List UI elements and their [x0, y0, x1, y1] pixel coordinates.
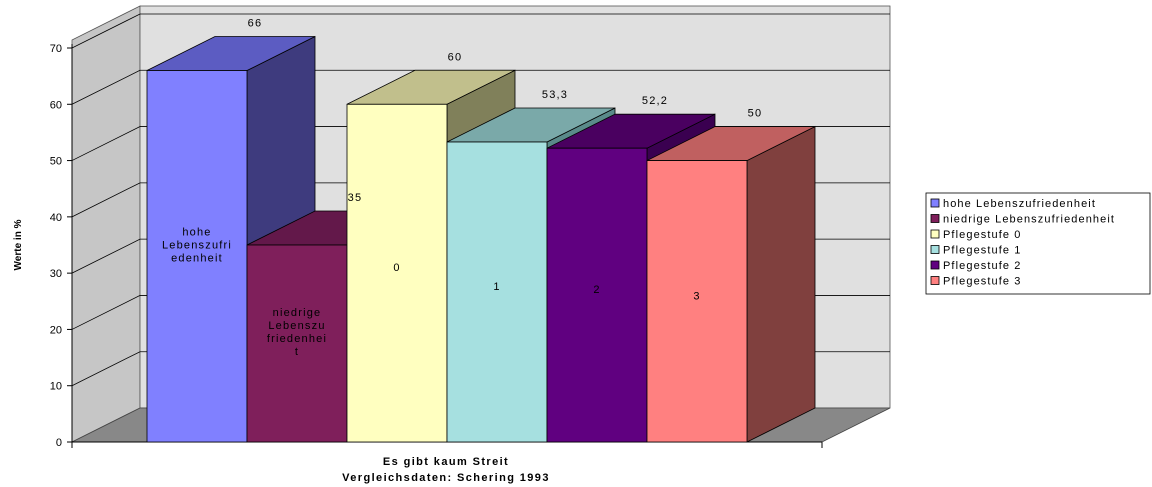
bar-front [246, 244, 348, 443]
y-tick-label: 40 [50, 212, 62, 224]
data-label: 60 [448, 51, 463, 63]
legend-entry: Pflegestufe 0 [943, 229, 1022, 241]
data-label: 52,2 [642, 95, 668, 107]
y-tick-label: 70 [50, 43, 62, 55]
bar-inside-label: t [295, 346, 299, 358]
legend-swatch [930, 198, 940, 208]
x-axis-sublabel: Vergleichsdaten: Schering 1993 [342, 472, 550, 484]
y-tick-label: 60 [50, 99, 62, 111]
legend-swatch [930, 214, 940, 223]
side-wall [71, 5, 141, 443]
legend-box [925, 192, 1151, 295]
bar-front [646, 160, 748, 443]
bar-inside-label: 3 [693, 290, 700, 302]
legend-entry: Pflegestufe 1 [943, 245, 1022, 257]
bar-inside-label: 2 [593, 284, 600, 296]
bar-6 [646, 125, 816, 443]
data-label: 66 [248, 18, 263, 30]
legend-swatch [930, 260, 940, 270]
bar-front [146, 70, 248, 443]
bar-front [546, 147, 648, 443]
data-label: 50 [748, 108, 763, 120]
bar-inside-label: 1 [493, 281, 500, 293]
legend-entry: hohe Lebenszufriedenheit [943, 198, 1096, 210]
y-tick-label: 0 [56, 437, 62, 449]
legend-entry: Pflegestufe 2 [943, 260, 1022, 272]
bar-front [446, 141, 548, 443]
bar-inside-label: edenheit [171, 252, 223, 264]
bar-inside-label: niedrige [273, 307, 322, 319]
bars [146, 35, 816, 443]
bar-side [746, 125, 816, 443]
legend-swatch [930, 245, 940, 254]
bar-inside-label: friedenhei [267, 333, 327, 345]
gridline [71, 69, 890, 105]
bar-inside-label: 0 [393, 262, 400, 274]
x-axis-label: Es gibt kaum Streit [383, 456, 509, 468]
legend: hohe Lebenszufriedenheit niedrige Lebensz… [925, 192, 1151, 295]
bar-front [346, 103, 448, 443]
y-tick-label: 50 [50, 156, 62, 168]
bar-inside-label: Lebenszu [268, 320, 325, 332]
legend-entry: Pflegestufe 3 [943, 276, 1022, 288]
y-tick-label: 20 [50, 324, 62, 336]
legend-entry: niedrige Lebenszufriedenheit [943, 214, 1115, 226]
data-labels: 66hoheLebenszufriedenheit35niedrigeLeben… [162, 18, 763, 358]
gridline [71, 13, 890, 49]
legend-swatch [930, 276, 940, 285]
bar-inside-label: hohe [182, 226, 211, 238]
data-label: 35 [348, 192, 363, 204]
data-label: 53,3 [542, 89, 568, 101]
y-tick-label: 30 [50, 268, 62, 280]
y-axis-label: Werte in % [13, 219, 24, 270]
y-tick-label: 10 [50, 381, 62, 393]
legend-swatch [930, 229, 940, 239]
bar-inside-label: Lebenszufri [162, 239, 232, 251]
